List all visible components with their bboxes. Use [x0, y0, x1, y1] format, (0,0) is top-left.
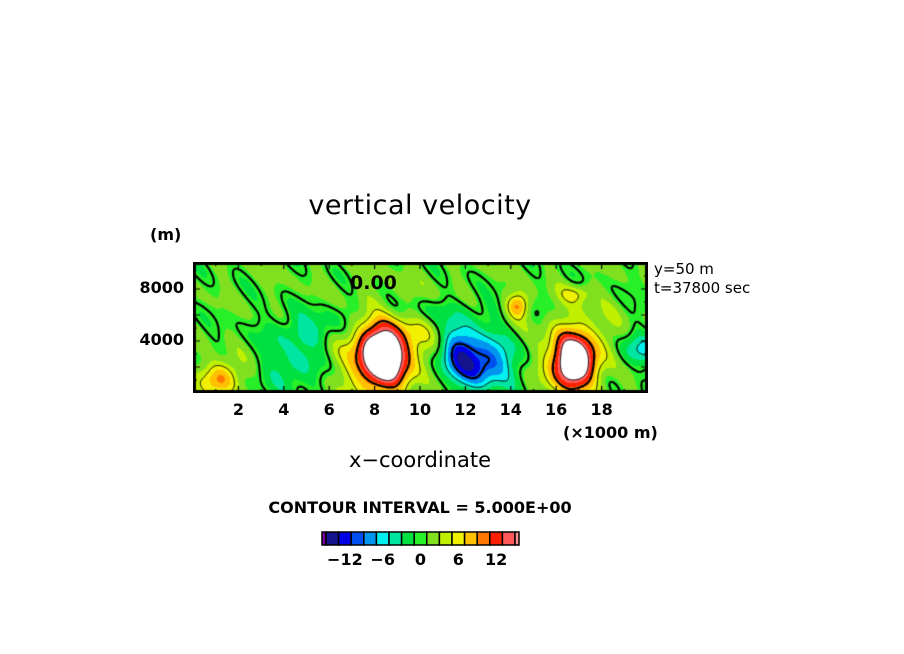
x-axis-unit: (×1000 m)	[563, 423, 658, 442]
x-tick-label: 4	[278, 400, 290, 419]
x-tick-label: 6	[323, 400, 335, 419]
colorbar-cell	[501, 531, 516, 546]
colorbar-tick-label: −6	[370, 550, 395, 569]
colorbar-cell	[413, 531, 428, 546]
colorbar-cell	[489, 531, 504, 546]
y-axis-unit: (m)	[150, 225, 182, 244]
colorbar-tick-label: −12	[327, 550, 363, 569]
x-tick-label: 12	[454, 400, 477, 419]
colorbar	[321, 531, 520, 546]
y-tick-label: 8000	[139, 278, 184, 297]
colorbar-cell	[375, 531, 390, 546]
x-tick-label: 18	[590, 400, 613, 419]
colorbar-cell	[451, 531, 466, 546]
colorbar-cell	[363, 531, 378, 546]
colorbar-cell	[463, 531, 478, 546]
colorbar-cell	[426, 531, 441, 546]
colorbar-cell	[325, 531, 340, 546]
colorbar-cell	[476, 531, 491, 546]
x-axis-label: x−coordinate	[348, 448, 492, 472]
x-tick-label: 10	[408, 400, 432, 419]
colorbar-cell	[388, 531, 403, 546]
chart-title: vertical velocity	[308, 190, 532, 221]
x-tick-label: 2	[232, 400, 244, 419]
x-tick-label: 8	[369, 400, 381, 419]
colorbar-tick-label: 0	[414, 550, 427, 569]
contour-plot	[193, 262, 648, 393]
colorbar-cell	[400, 531, 415, 546]
info-y-position: y=50 m	[654, 260, 714, 278]
info-time: t=37800 sec	[654, 279, 751, 297]
colorbar-tick-label: 12	[484, 550, 508, 569]
colorbar-cell	[514, 531, 520, 546]
y-tick-label: 4000	[139, 330, 184, 349]
contour-label: 0.00	[350, 272, 397, 294]
colorbar-cell	[337, 531, 352, 546]
colorbar-cell	[350, 531, 365, 546]
colorbar-tick-label: 6	[452, 550, 464, 569]
x-tick-label: 16	[545, 400, 568, 419]
x-tick-label: 14	[499, 400, 522, 419]
colorbar-cell	[438, 531, 453, 546]
contour-interval: CONTOUR INTERVAL = 5.000E+00	[268, 498, 572, 517]
